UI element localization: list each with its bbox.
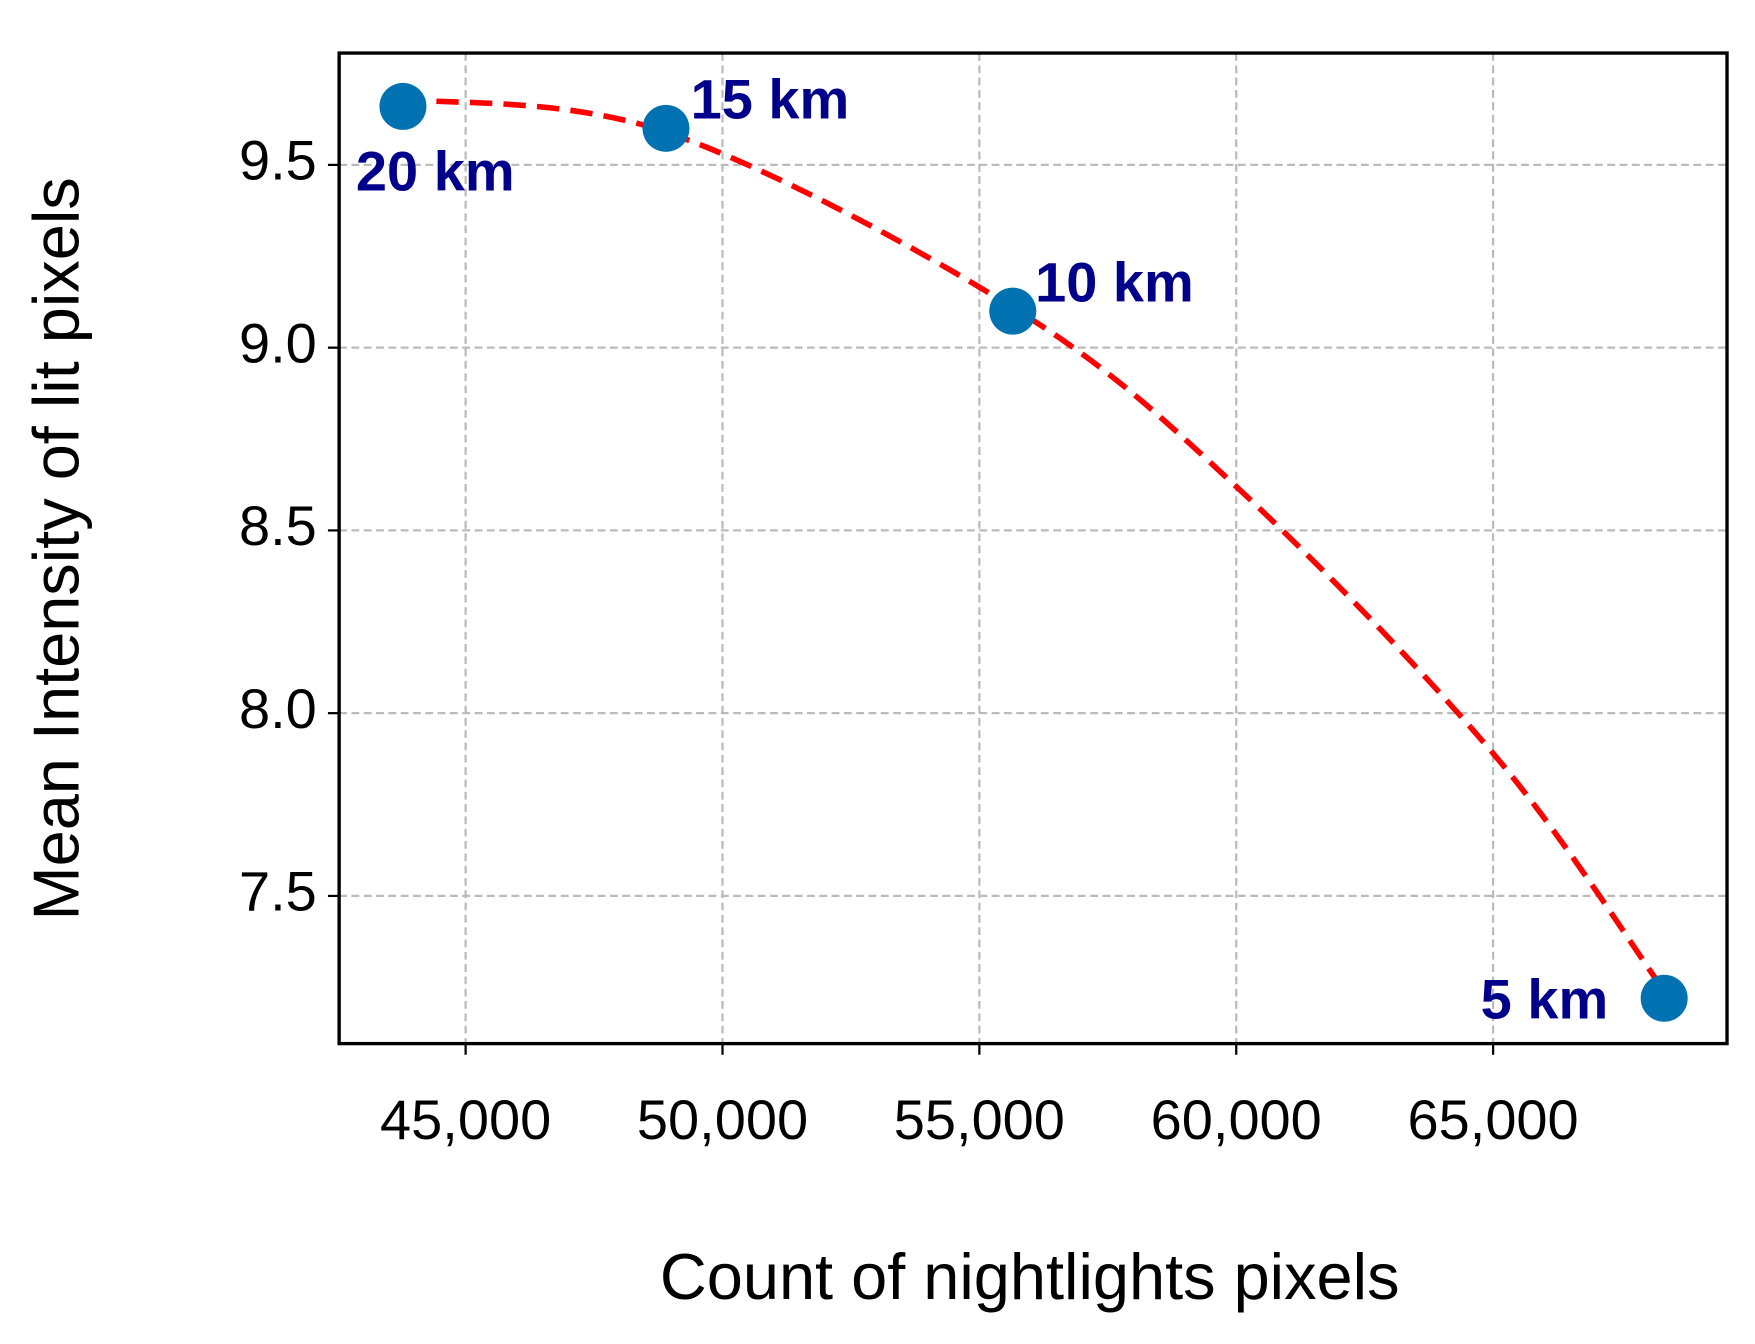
x-axis-label: Count of nightlights pixels [660, 1240, 1400, 1313]
point-label: 15 km [691, 68, 850, 131]
point [1640, 974, 1688, 1022]
y-tick-label: 9.0 [239, 311, 317, 374]
x-tick-label: 45,000 [380, 1088, 551, 1151]
y-tick-label: 8.0 [239, 677, 317, 740]
y-tick-label: 7.5 [239, 860, 317, 923]
plot-frame [337, 51, 1729, 1046]
point [642, 104, 690, 152]
point [989, 287, 1037, 335]
point-label: 10 km [1035, 250, 1194, 313]
y-tick-label: 9.5 [239, 129, 317, 192]
point-label: 5 km [1481, 968, 1609, 1031]
point-label: 20 km [356, 140, 515, 203]
x-tick-label: 65,000 [1408, 1088, 1579, 1151]
y-tick-label: 8.5 [239, 494, 317, 557]
fit-line [402, 96, 1667, 993]
x-tick-label: 55,000 [894, 1088, 1065, 1151]
y-axis-label: Mean Intensity of lit pixels [20, 177, 93, 920]
point [379, 82, 427, 130]
x-tick-label: 50,000 [637, 1088, 808, 1151]
x-tick-label: 60,000 [1151, 1088, 1322, 1151]
